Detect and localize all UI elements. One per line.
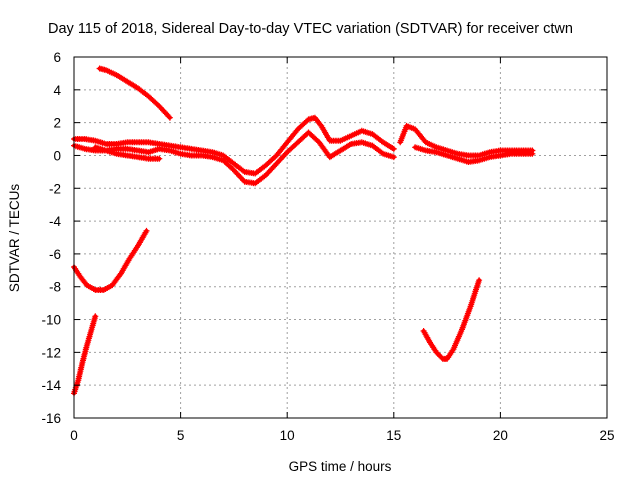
series-late-band	[397, 122, 536, 159]
point-markers	[71, 313, 99, 397]
y-tick-label: -2	[49, 181, 61, 196]
y-tick-label: -8	[49, 280, 61, 295]
y-tick-label: -10	[41, 313, 61, 328]
y-tick-label: -14	[41, 378, 61, 393]
y-tick-label: -6	[49, 247, 61, 262]
x-tick-label: 10	[280, 428, 295, 443]
y-tick-label: -16	[41, 411, 61, 426]
y-tick-label: 0	[53, 148, 61, 163]
chart-title: Day 115 of 2018, Sidereal Day-to-day VTE…	[48, 21, 573, 37]
series-descending-arc	[96, 65, 173, 121]
axis-ticks: 0 5 10 15 20 25 -16 -14 -12 -10 -8 -6 -4 -2 0 2 4 6	[41, 50, 614, 443]
point-markers	[71, 227, 150, 293]
plot-frame	[73, 56, 608, 419]
x-tick-label: 5	[177, 428, 185, 443]
point-markers	[92, 144, 163, 162]
x-tick-label: 20	[493, 428, 508, 443]
series-late-band-lower	[412, 144, 536, 165]
y-tick-label: -12	[41, 345, 61, 360]
y-tick-label: 6	[53, 50, 61, 65]
point-markers	[412, 144, 536, 165]
point-markers	[420, 277, 483, 362]
series-steep-rise	[71, 313, 99, 397]
point-markers	[397, 122, 536, 159]
data-points	[71, 65, 536, 397]
x-axis-label: GPS time / hours	[289, 459, 392, 474]
series-trace	[97, 66, 172, 120]
series-right-v-curve	[420, 277, 483, 362]
x-tick-label: 0	[70, 428, 78, 443]
y-tick-label: -4	[49, 214, 61, 229]
y-tick-label: 2	[53, 116, 61, 131]
x-tick-label: 15	[386, 428, 401, 443]
series-left-u-curve	[71, 227, 150, 293]
series-band-branch	[92, 144, 163, 162]
y-tick-label: 4	[53, 83, 61, 98]
x-tick-label: 25	[599, 428, 614, 443]
grid-lines	[74, 57, 607, 418]
point-markers	[96, 65, 173, 121]
y-axis-label: SDTVAR / TECUs	[7, 184, 22, 293]
